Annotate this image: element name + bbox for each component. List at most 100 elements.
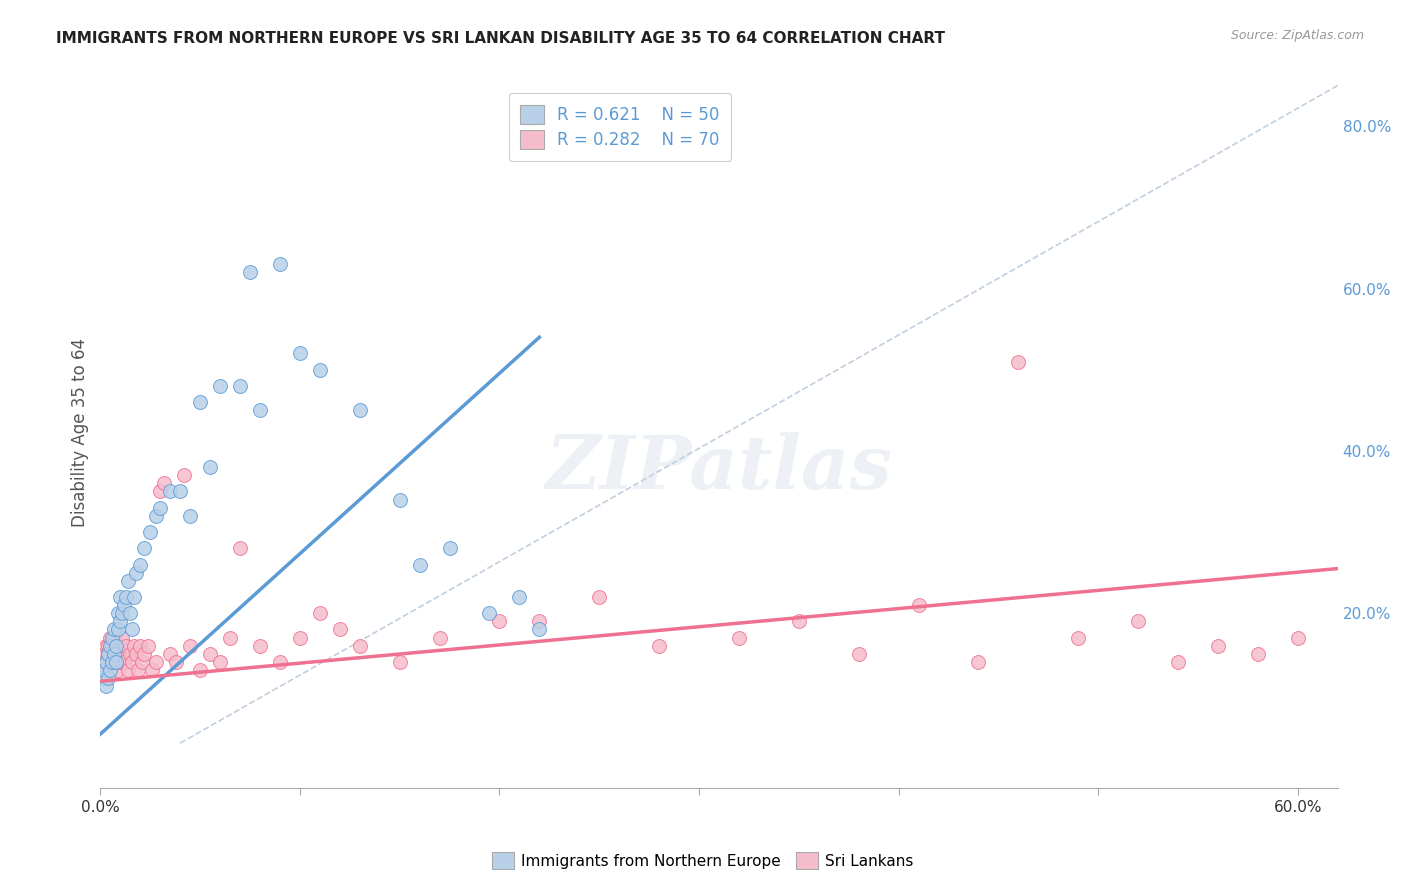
Point <box>478 606 501 620</box>
Point <box>529 623 551 637</box>
Point <box>179 639 201 653</box>
Point <box>98 663 121 677</box>
Point <box>967 655 990 669</box>
Point <box>134 647 156 661</box>
Point <box>329 623 352 637</box>
Point <box>249 639 271 653</box>
Point <box>219 631 242 645</box>
Point <box>229 379 252 393</box>
Point <box>101 631 124 645</box>
Point <box>188 395 211 409</box>
Point <box>103 623 125 637</box>
Point <box>103 631 125 645</box>
Point <box>1206 639 1229 653</box>
Point <box>101 655 124 669</box>
Point <box>153 476 176 491</box>
Point <box>112 598 135 612</box>
Y-axis label: Disability Age 35 to 64: Disability Age 35 to 64 <box>72 338 89 527</box>
Text: IMMIGRANTS FROM NORTHERN EUROPE VS SRI LANKAN DISABILITY AGE 35 TO 64 CORRELATIO: IMMIGRANTS FROM NORTHERN EUROPE VS SRI L… <box>56 31 945 46</box>
Point <box>648 639 671 653</box>
Legend: R = 0.621    N = 50, R = 0.282    N = 70: R = 0.621 N = 50, R = 0.282 N = 70 <box>509 93 731 161</box>
Point <box>907 598 929 612</box>
Point <box>105 655 128 669</box>
Point <box>91 655 114 669</box>
Point <box>111 647 134 661</box>
Point <box>110 639 132 653</box>
Point <box>124 639 146 653</box>
Point <box>439 541 461 556</box>
Point <box>149 484 172 499</box>
Point <box>136 639 159 653</box>
Point <box>111 631 134 645</box>
Point <box>96 655 118 669</box>
Point <box>97 639 120 653</box>
Point <box>93 663 115 677</box>
Point <box>98 631 121 645</box>
Point <box>349 639 371 653</box>
Point <box>179 508 201 523</box>
Point <box>93 663 115 677</box>
Point <box>309 606 332 620</box>
Point <box>107 623 129 637</box>
Point <box>105 639 128 653</box>
Point <box>209 655 232 669</box>
Point <box>107 647 129 661</box>
Point <box>101 639 124 653</box>
Point <box>97 647 120 661</box>
Point <box>111 606 134 620</box>
Point <box>229 541 252 556</box>
Point <box>1067 631 1090 645</box>
Point <box>1286 631 1309 645</box>
Point <box>1126 615 1149 629</box>
Point <box>139 524 162 539</box>
Point <box>269 655 291 669</box>
Point <box>1167 655 1189 669</box>
Point <box>97 647 120 661</box>
Point <box>159 647 181 661</box>
Point <box>145 655 167 669</box>
Point <box>288 631 311 645</box>
Point <box>787 615 810 629</box>
Point <box>198 460 221 475</box>
Point <box>145 508 167 523</box>
Point <box>134 541 156 556</box>
Point <box>131 655 153 669</box>
Point <box>529 615 551 629</box>
Point <box>107 606 129 620</box>
Point <box>117 574 139 588</box>
Point <box>173 468 195 483</box>
Point <box>129 639 152 653</box>
Point <box>159 484 181 499</box>
Point <box>1007 354 1029 368</box>
Point <box>110 655 132 669</box>
Text: ZIPatlas: ZIPatlas <box>546 432 893 504</box>
Point <box>488 615 510 629</box>
Point <box>288 346 311 360</box>
Point <box>239 265 262 279</box>
Point <box>269 257 291 271</box>
Point <box>349 403 371 417</box>
Point <box>1247 647 1270 661</box>
Point <box>117 663 139 677</box>
Point <box>165 655 187 669</box>
Point <box>169 484 191 499</box>
Point <box>127 663 149 677</box>
Legend: Immigrants from Northern Europe, Sri Lankans: Immigrants from Northern Europe, Sri Lan… <box>486 846 920 875</box>
Point <box>96 639 118 653</box>
Point <box>429 631 451 645</box>
Point <box>96 679 118 693</box>
Point <box>125 566 148 580</box>
Point <box>98 663 121 677</box>
Point <box>103 647 125 661</box>
Point <box>121 623 143 637</box>
Point <box>115 590 138 604</box>
Point <box>93 647 115 661</box>
Point <box>209 379 232 393</box>
Point <box>110 590 132 604</box>
Point <box>508 590 530 604</box>
Point <box>112 655 135 669</box>
Point <box>249 403 271 417</box>
Point <box>107 663 129 677</box>
Text: Source: ZipAtlas.com: Source: ZipAtlas.com <box>1230 29 1364 42</box>
Point <box>188 663 211 677</box>
